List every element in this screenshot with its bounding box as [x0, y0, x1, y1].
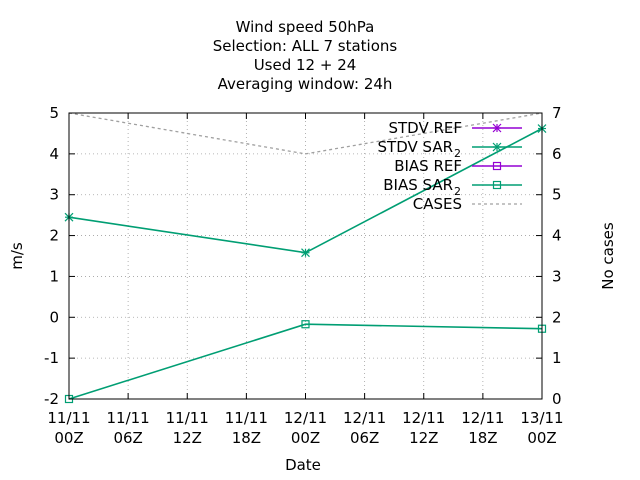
series-line-bias-sar-2	[68, 323, 543, 400]
x-tick-label: 18Z	[232, 429, 261, 447]
series-line-stdv-sar-2	[68, 127, 543, 254]
marker-stroke	[301, 248, 310, 258]
legend-label-bias-sar-2: BIAS SAR	[383, 176, 453, 194]
x-tick-label: 13/11	[520, 409, 563, 427]
y-tick-label: -2	[44, 390, 59, 408]
y-tick-label: 3	[49, 186, 59, 204]
marker-stroke	[492, 123, 502, 133]
legend-label-stdv-ref: STDV REF	[388, 119, 462, 137]
x-tick-label: 11/11	[107, 409, 150, 427]
y-tick-label: 2	[49, 227, 59, 245]
legend-marker-bias-sar-2	[492, 180, 502, 190]
y2-tick-label: 5	[552, 186, 562, 204]
x-tick-label: 12/11	[284, 409, 327, 427]
legend-subscript: 2	[454, 185, 461, 198]
tick-marks: -2 -1 0 1 2 3 4 5 0 1 2 3 4 5 6 7 11/11 00Z 11/11 06Z 11/11 1…	[44, 104, 564, 447]
y-tick-label: 5	[49, 104, 59, 122]
x-tick-label: 12/11	[343, 409, 386, 427]
x-tick-label: 11/11	[47, 409, 90, 427]
y2-tick-label: 1	[552, 349, 562, 367]
x-tick-label: 11/11	[166, 409, 209, 427]
x-tick-label: 00Z	[291, 429, 320, 447]
x-tick-label: 12Z	[409, 429, 438, 447]
series-line-cases	[68, 112, 543, 155]
y2-tick-label: 3	[552, 267, 562, 285]
data-point-bias-sar-2	[301, 320, 310, 329]
y-tick-label: 0	[49, 308, 59, 326]
y2-axis-label: No cases	[599, 222, 617, 290]
legend-marker-stdv-sar-2	[492, 142, 502, 152]
x-tick-label: 12/11	[461, 409, 504, 427]
chart-title-line: Wind speed 50hPa	[236, 18, 375, 36]
x-tick-label: 06Z	[113, 429, 142, 447]
y-tick-label: 1	[49, 267, 59, 285]
chart-title-line: Averaging window: 24h	[218, 75, 393, 93]
y-axis-label: m/s	[8, 242, 26, 270]
chart-title-line: Selection: ALL 7 stations	[213, 37, 398, 55]
x-tick-label: 12Z	[173, 429, 202, 447]
chart-title-line: Used 12 + 24	[254, 56, 357, 74]
legend-marker-stdv-ref	[492, 123, 502, 133]
marker-stroke	[492, 142, 502, 152]
x-tick-label: 00Z	[54, 429, 83, 447]
x-tick-label: 11/11	[225, 409, 268, 427]
x-tick-label: 18Z	[468, 429, 497, 447]
y2-tick-label: 4	[552, 227, 562, 245]
legend-label-stdv-sar-2: STDV SAR	[378, 138, 453, 156]
x-tick-label: 06Z	[350, 429, 379, 447]
y-tick-label: -1	[44, 349, 59, 367]
x-axis-label: Date	[285, 456, 321, 474]
y2-tick-label: 2	[552, 308, 562, 326]
y-tick-label: 4	[49, 145, 59, 163]
legend-marker-bias-ref	[492, 161, 502, 171]
legend-subscript: 2	[454, 147, 461, 160]
y2-tick-label: 7	[552, 104, 562, 122]
y2-tick-label: 0	[552, 390, 562, 408]
x-tick-label: 12/11	[402, 409, 445, 427]
data-point-stdv-sar-2	[301, 248, 310, 258]
legend-label-bias-ref: BIAS REF	[394, 157, 462, 175]
legend-label-cases: CASES	[413, 195, 462, 213]
x-tick-label: 00Z	[527, 429, 556, 447]
y2-tick-label: 6	[552, 145, 562, 163]
